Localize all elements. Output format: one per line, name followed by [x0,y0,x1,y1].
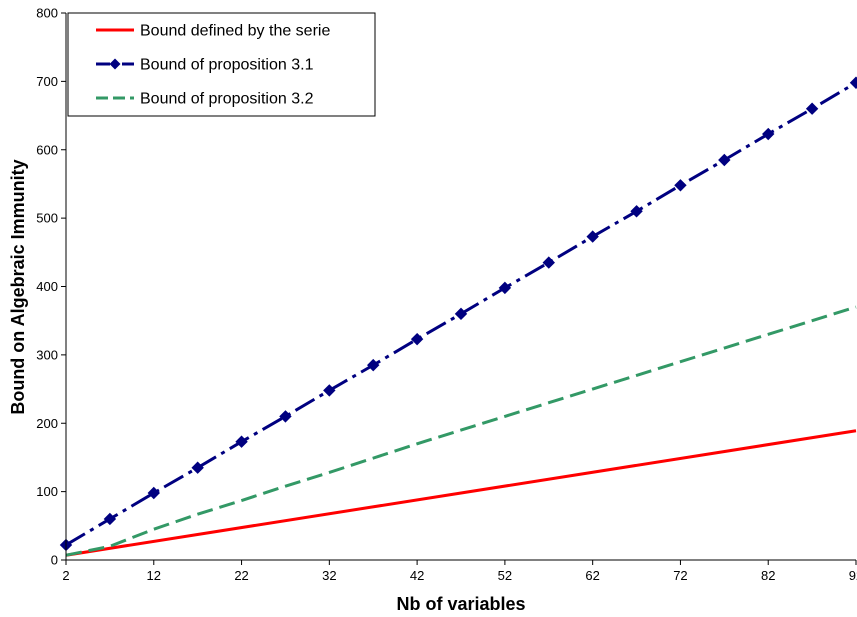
y-tick-label: 700 [36,74,58,89]
x-tick-label: 52 [498,568,512,583]
data-point-marker [849,76,857,89]
data-point-marker [454,307,468,321]
data-point-marker [103,512,117,526]
x-tick-label: 82 [761,568,775,583]
y-tick-label: 500 [36,211,58,226]
data-point-marker [498,281,512,295]
x-tick-label: 12 [147,568,161,583]
data-point-marker [323,384,336,397]
data-point-marker [191,461,204,474]
x-tick-label: 22 [234,568,248,583]
x-tick-label: 92 [849,568,857,583]
y-tick-label: 0 [51,553,58,568]
legend-label-2: Bound of proposition 3.1 [140,57,314,74]
axes-layer: 0 100 200 300 400 500 600 700 800 2 12 22 32 42 52 62 72… [36,6,857,584]
series-layer [59,76,857,557]
series-line [65,305,857,557]
series-3 [65,305,857,557]
x-axis-title: Nb of variables [396,594,525,614]
series-line [65,429,857,557]
y-axis-title: Bound on Algebraic Immunity [8,159,28,414]
y-tick-label: 300 [36,347,58,362]
x-tick-label: 42 [410,568,424,583]
x-tick-label: 2 [62,568,69,583]
x-tick-label: 32 [322,568,336,583]
legend: Bound defined by the serie Bound of propo… [67,12,376,117]
y-tick-label: 800 [36,6,58,21]
data-point-marker [279,410,292,423]
y-tick-label: 100 [36,484,58,499]
y-tick-label: 200 [36,416,58,431]
data-point-marker [762,127,775,141]
data-point-marker [235,435,248,448]
data-point-marker [674,179,687,192]
data-point-marker [630,205,643,218]
data-point-marker [718,153,731,167]
legend-label-1: Bound defined by the serie [140,23,330,40]
data-point-marker [147,486,160,500]
data-point-marker [586,230,599,243]
series-1 [65,429,857,557]
legend-marker [109,58,121,70]
data-point-marker [410,332,424,346]
data-point-marker [805,102,819,115]
y-tick-label: 400 [36,279,58,294]
data-point-marker [367,358,380,372]
legend-items: Bound defined by the serie Bound of propo… [96,23,330,108]
x-tick-label: 72 [673,568,687,583]
data-point-marker [542,256,555,269]
legend-label-3: Bound of proposition 3.2 [140,91,314,108]
y-tick-label: 600 [36,142,58,157]
x-tick-label: 62 [585,568,599,583]
